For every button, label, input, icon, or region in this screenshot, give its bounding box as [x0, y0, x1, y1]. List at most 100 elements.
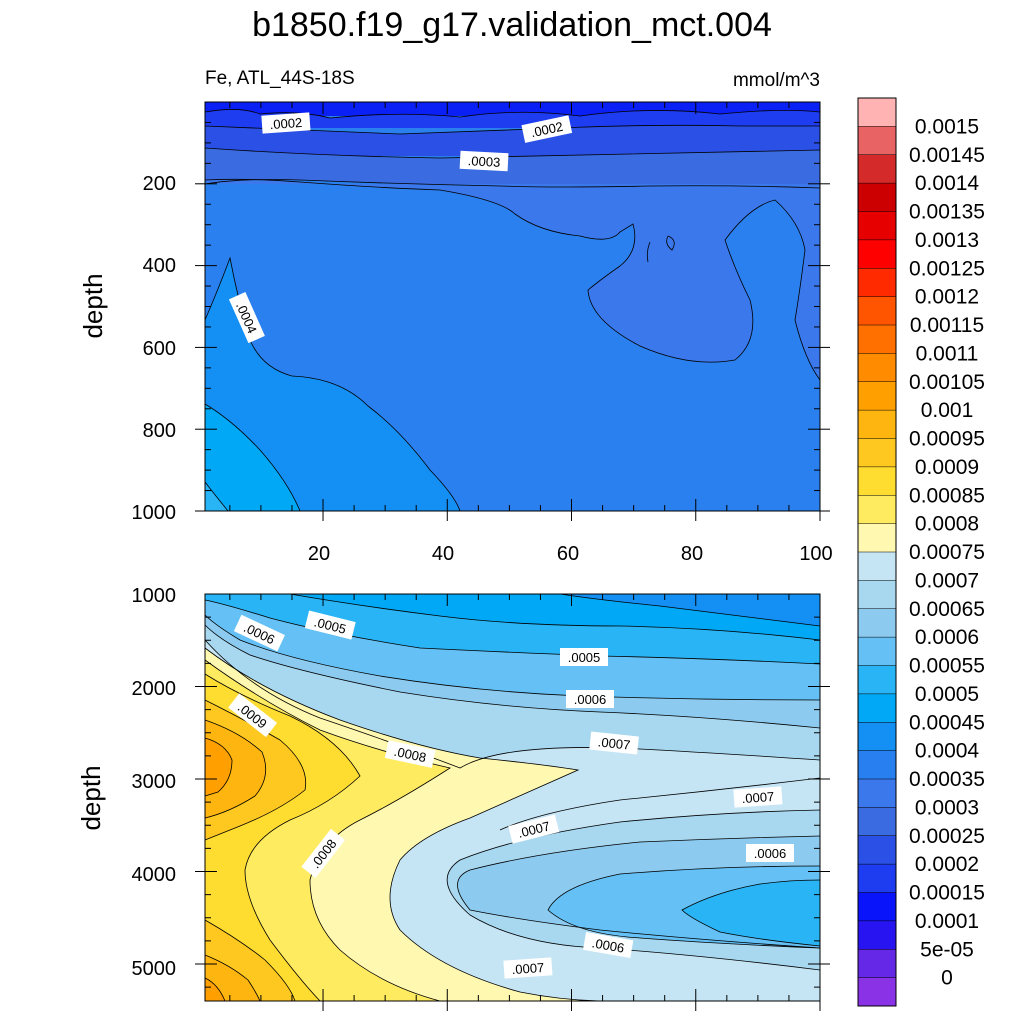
colorbar-tick-label: 0.001	[921, 399, 974, 422]
colorbar-swatch	[858, 807, 896, 837]
upper-contour-fills	[205, 102, 820, 511]
colorbar-tick-label: 0.00075	[909, 541, 985, 564]
colorbar-tick-label: 0.00085	[909, 484, 985, 507]
fill-band-0.0002	[205, 125, 820, 156]
colorbar-swatch	[858, 552, 896, 581]
lower-contour-lines	[204, 593, 821, 1002]
lower-plot-frame	[204, 593, 821, 1002]
colorbar-swatch	[858, 98, 896, 127]
upper-panel: .0002 .0002 .0003 .0004 200 400 600 800 …	[78, 101, 833, 565]
upper-x-tick-label: 80	[681, 543, 703, 565]
svg-text:.0007: .0007	[597, 734, 631, 752]
units-subtitle: mmol/m^3	[733, 70, 820, 91]
lower-contour-label: .0005	[560, 648, 608, 666]
colorbar-tick-label: 0.0015	[915, 115, 979, 138]
lower-contour-label: .0007	[589, 731, 639, 755]
lower-contour-label: .0005	[304, 610, 356, 640]
fill-band-0.00035	[205, 258, 460, 511]
upper-contour-labels: .0002 .0002 .0003 .0004	[228, 112, 573, 344]
lower-panel: .0005 .0006 .0005 .0006 .0009 .0008	[76, 585, 830, 1011]
upper-y-tick-label: 600	[143, 338, 176, 360]
colorbar-tick-label: 0.00135	[909, 201, 985, 224]
lower-contour-labels: .0005 .0006 .0005 .0006 .0009 .0008	[228, 610, 794, 979]
lower-y-tick-label: 5000	[132, 958, 177, 980]
colorbar-tick-label: 0.0007	[915, 569, 979, 592]
upper-x-tick-label: 100	[799, 543, 832, 565]
colorbar-tick-label: 5e-05	[920, 938, 974, 961]
fill-band-0.00025	[205, 148, 820, 188]
lower-contour-label: .0007	[503, 957, 553, 979]
lower-axis-ticks	[195, 594, 830, 1011]
colorbar-swatch	[858, 239, 896, 269]
colorbar-swatch	[858, 637, 896, 666]
colorbar-tick-label: 0.00115	[910, 314, 984, 337]
svg-text:.0007: .0007	[741, 789, 775, 806]
colorbar-swatch	[858, 438, 896, 468]
colorbar-swatch	[858, 154, 896, 184]
colorbar-swatch	[858, 835, 896, 865]
upper-x-tick-label: 60	[557, 543, 579, 565]
colorbar-swatch	[858, 750, 896, 780]
svg-text:.0003: .0003	[467, 153, 500, 170]
upper-contour-label: .0002	[261, 112, 311, 134]
colorbar-tick-label: 0.00145	[909, 144, 985, 167]
fill-band-0.0003	[205, 179, 820, 380]
upper-x-tick-label: 40	[432, 543, 454, 565]
colorbar-tick-label: 0.0012	[915, 286, 979, 309]
colorbar-tick-label: 0	[941, 967, 953, 990]
colorbar-swatch	[858, 410, 896, 439]
fill-band-0.001-bottom	[205, 978, 225, 1001]
svg-text:.0006: .0006	[754, 846, 787, 861]
colorbar-tick-label: 0.0003	[915, 796, 979, 819]
svg-text:.0005: .0005	[568, 650, 601, 665]
colorbar-tick-label: 0.00095	[909, 428, 985, 451]
lower-y-tick-label: 3000	[132, 771, 177, 793]
colorbar-tick-label: 0.00015	[909, 882, 985, 905]
fill-band-0.00045	[205, 482, 228, 511]
colorbar-tick-label: 0.0004	[915, 740, 980, 763]
lower-contour-label: .0006	[746, 844, 794, 862]
lower-y-tick-label: 4000	[132, 864, 177, 886]
lower-contour-label: .0007	[733, 786, 783, 808]
upper-y-tick-label: 400	[143, 255, 176, 277]
svg-text:.0008: .0008	[393, 744, 428, 765]
colorbar-swatch	[858, 381, 896, 411]
colorbar-swatch	[858, 580, 896, 610]
colorbar-swatch	[858, 495, 896, 525]
colorbar-tick-label: 0.0014	[915, 172, 980, 195]
colorbar-swatch	[858, 665, 896, 695]
colorbar-swatch	[858, 183, 896, 212]
colorbar-swatch	[858, 296, 896, 326]
colorbar-tick-label: 0.00055	[909, 655, 985, 678]
colorbar-swatch	[858, 353, 896, 383]
colorbar-swatch	[858, 864, 896, 893]
colorbar-swatch	[858, 325, 896, 354]
colorbar-tick-label: 0.00035	[909, 768, 985, 791]
colorbar-tick-label: 0.0009	[915, 456, 979, 479]
upper-y-tick-label: 800	[143, 420, 176, 442]
svg-text:.0006: .0006	[574, 692, 607, 707]
colorbar-swatch	[858, 268, 896, 298]
lower-y-tick-label: 2000	[132, 678, 177, 700]
colorbar-swatch	[858, 892, 896, 922]
upper-y-tick-label: 1000	[132, 502, 177, 524]
colorbar-tick-label: 0.0002	[915, 853, 979, 876]
colorbar-tick-label: 0.0013	[915, 229, 979, 252]
colorbar-tick-label: 0.0006	[915, 626, 979, 649]
svg-text:.0006: .0006	[591, 935, 626, 955]
colorbar-tick-label: 0.00065	[909, 598, 985, 621]
colorbar-tick-label: 0.00045	[909, 711, 985, 734]
lower-y-axis-label: depth	[76, 765, 106, 830]
colorbar-tick-label: 0.00105	[909, 371, 985, 394]
svg-text:.0002: .0002	[529, 119, 564, 140]
colorbar-tick-label: 0.0011	[916, 342, 979, 365]
colorbar-swatch	[858, 608, 896, 638]
colorbar-tick-label: 0.00125	[909, 257, 985, 280]
upper-y-axis-label: depth	[78, 273, 108, 338]
lower-y-tick-label: 1000	[132, 585, 177, 607]
lower-contour-label: .0006	[566, 690, 614, 708]
colorbar-tick-label: 0.0001	[915, 910, 979, 933]
colorbar-tick-label: 0.0005	[915, 683, 979, 706]
colorbar-swatch	[858, 211, 896, 241]
